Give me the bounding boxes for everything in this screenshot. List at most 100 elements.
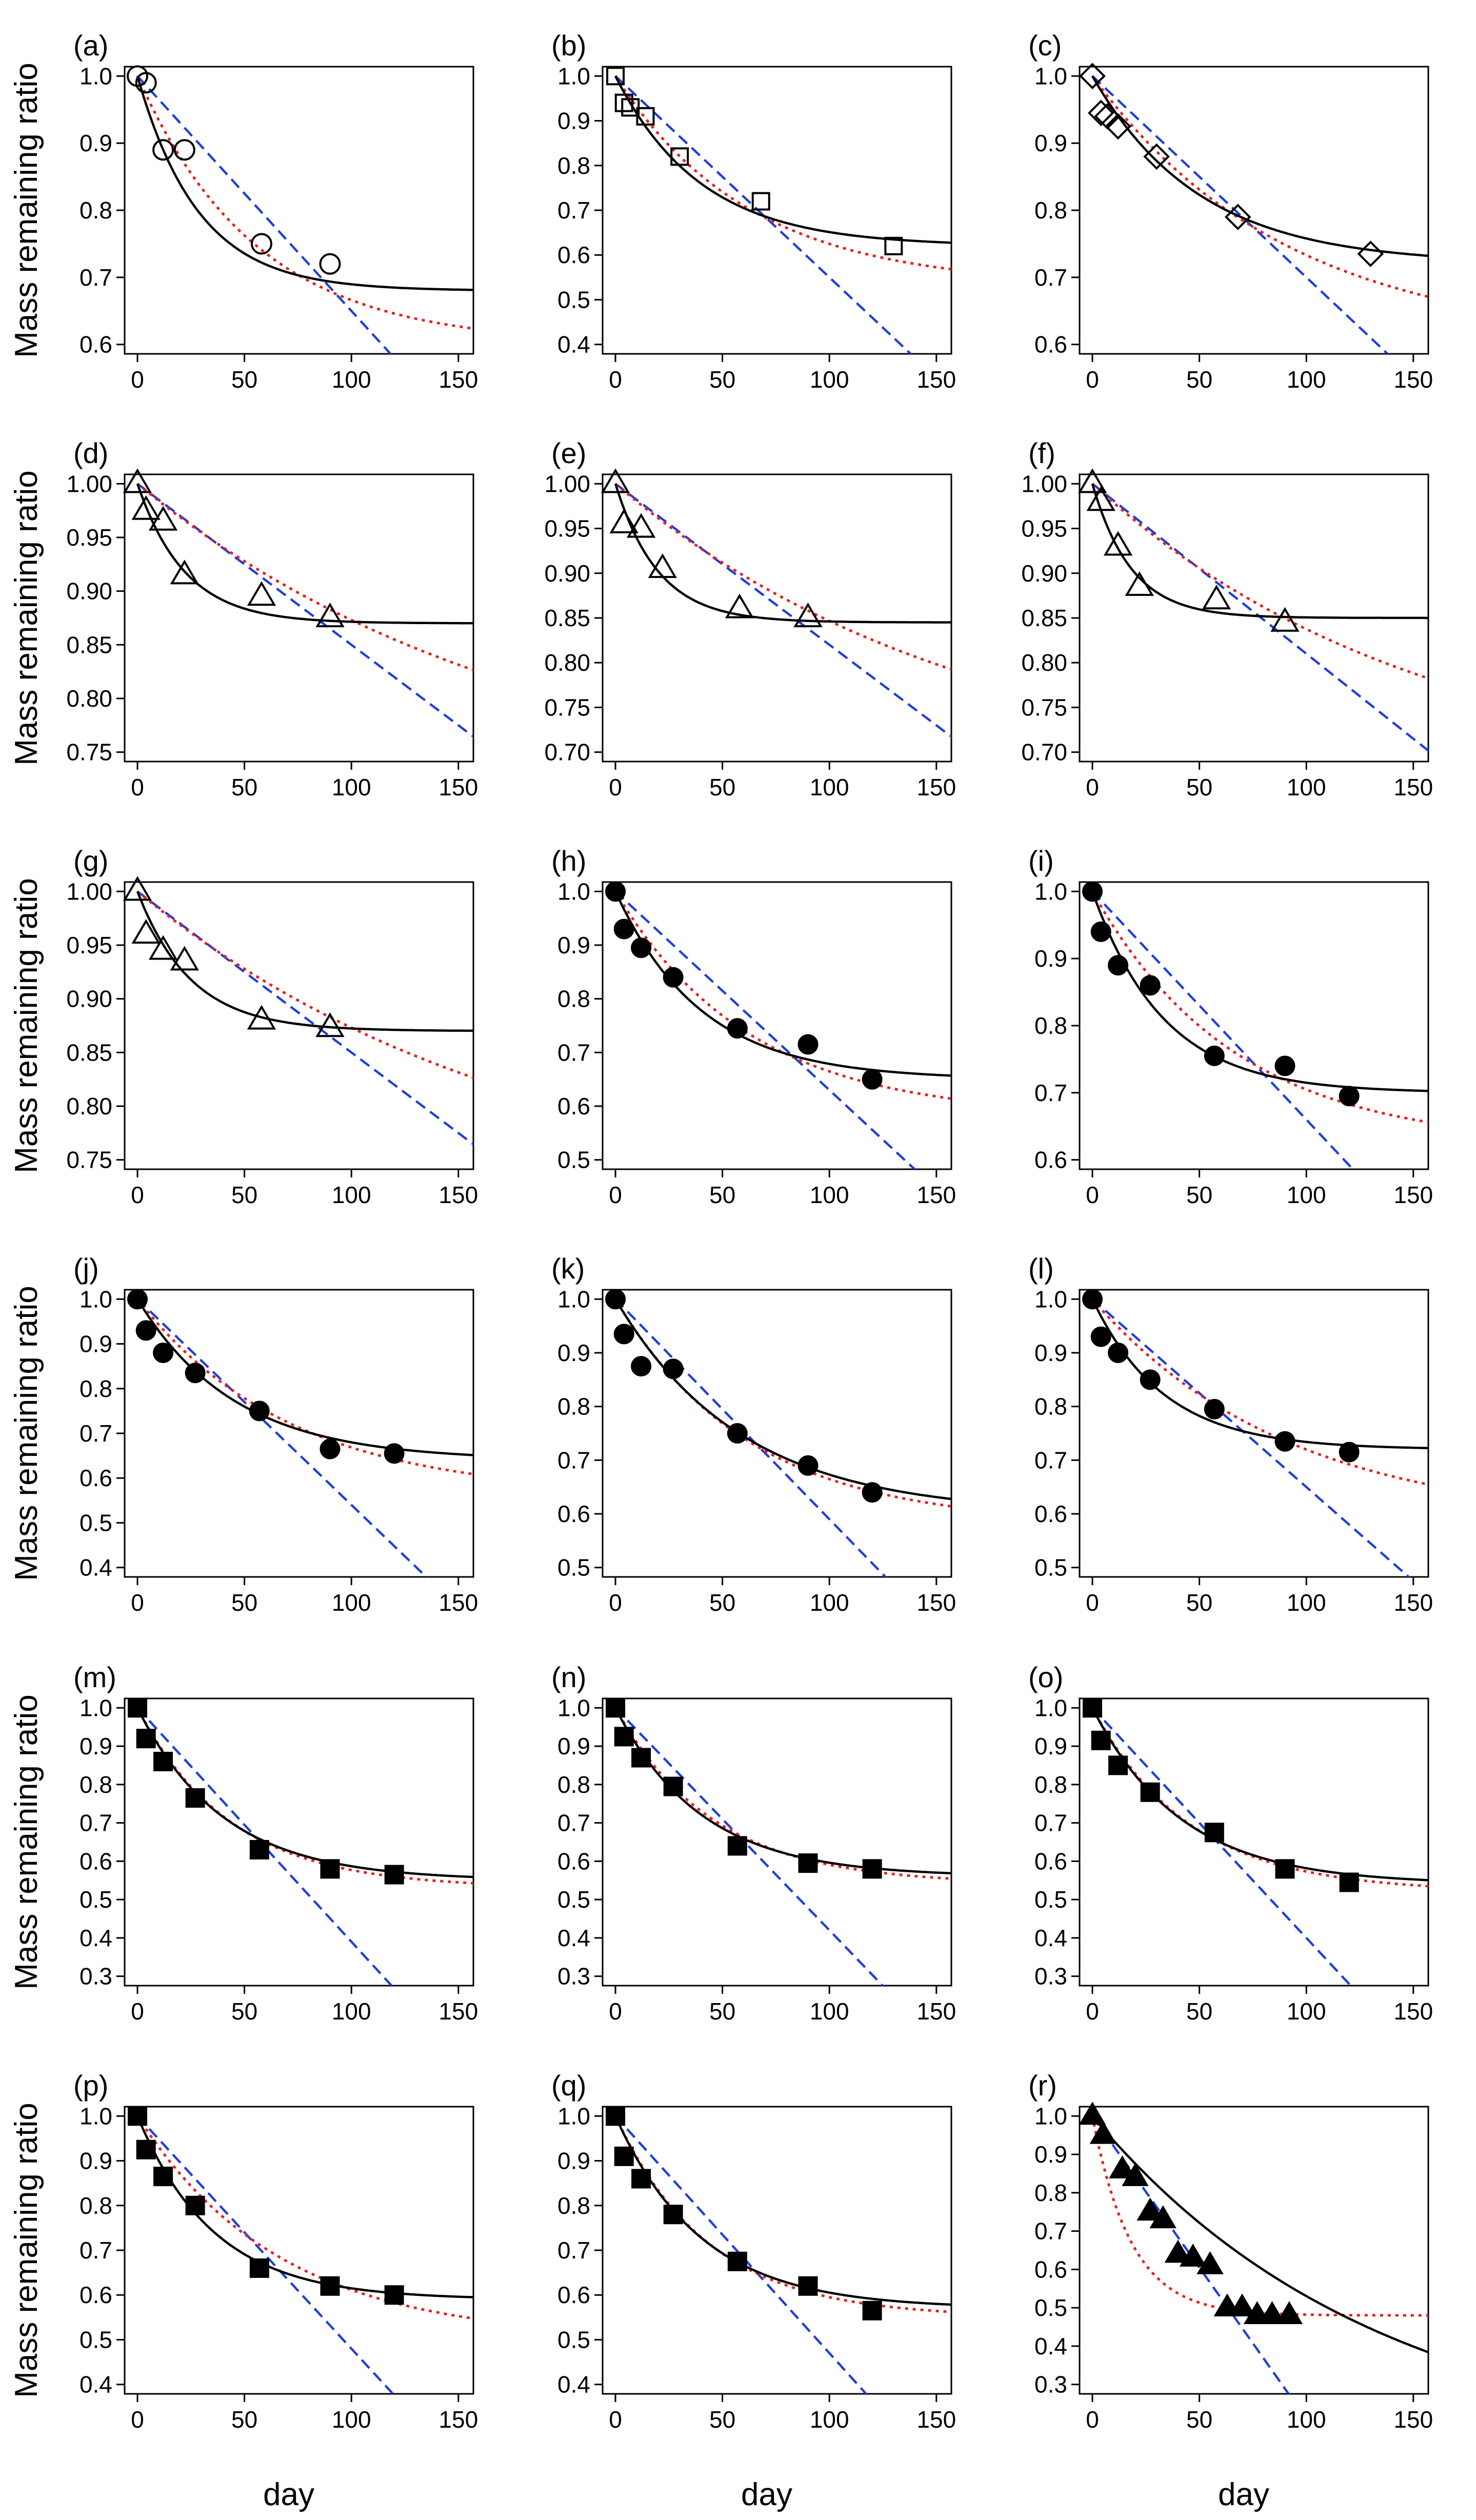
y-tick-label: 0.85 xyxy=(66,631,112,658)
panel-frame-g xyxy=(124,881,474,1170)
x-tick-label: 50 xyxy=(709,2406,735,2433)
x-tick-label: 100 xyxy=(810,1998,849,2025)
y-tick-label: 0.75 xyxy=(544,694,590,721)
y-axis-title: Mass remaining ratio xyxy=(9,878,44,1173)
red-dotted-curve xyxy=(1091,75,1428,298)
data-point xyxy=(727,1836,747,1856)
data-point xyxy=(614,2146,634,2166)
panel-h: 0.5 0.6 0.7 0.8 0.9 1.0 0 50 100 150 (h) xyxy=(551,845,956,1208)
data-point xyxy=(1108,955,1129,976)
x-tick-label: 100 xyxy=(810,774,849,801)
y-tick-label: 0.5 xyxy=(1034,1886,1067,1913)
y-tick-label: 1.0 xyxy=(1034,2103,1067,2129)
y-tick-label: 0.9 xyxy=(79,130,112,156)
y-axis-title: Mass remaining ratio xyxy=(9,470,44,765)
y-tick-label: 0.7 xyxy=(557,1039,590,1066)
y-tick-label: 0.8 xyxy=(557,2192,590,2219)
data-point xyxy=(1087,99,1114,127)
blue-dashed-curve xyxy=(1091,2115,1290,2394)
data-point xyxy=(1086,486,1115,511)
data-point xyxy=(1275,2301,1303,2324)
data-point xyxy=(247,581,276,606)
red-dotted-curve xyxy=(1091,2115,1428,2317)
y-tick-label: 0.7 xyxy=(79,264,112,291)
blue-dashed-curve xyxy=(136,1707,393,1986)
x-tick-label: 150 xyxy=(916,1998,956,2025)
y-tick-label: 0.6 xyxy=(79,1848,112,1874)
x-tick-label: 100 xyxy=(1287,1589,1326,1616)
panel-frame-l xyxy=(1079,1289,1429,1578)
x-tick-label: 0 xyxy=(1086,774,1099,801)
data-point xyxy=(797,1455,819,1476)
y-tick-label: 0.9 xyxy=(557,108,590,134)
y-tick-label: 0.90 xyxy=(66,986,112,1012)
x-tick-label: 0 xyxy=(609,1589,622,1616)
x-tick-label: 100 xyxy=(332,2406,371,2433)
y-tick-label: 0.5 xyxy=(79,1509,112,1536)
data-point xyxy=(1108,1342,1129,1363)
x-tick-label: 0 xyxy=(609,774,622,801)
data-point xyxy=(127,1289,148,1310)
data-point xyxy=(1149,2205,1176,2229)
data-point xyxy=(170,559,200,585)
data-point xyxy=(727,1018,748,1039)
data-point xyxy=(727,1423,748,1444)
x-axis-title: day xyxy=(741,2477,792,2512)
y-tick-label: 0.8 xyxy=(79,1375,112,1402)
x-tick-label: 0 xyxy=(131,774,144,801)
red-dotted-curve xyxy=(1091,1707,1428,1888)
x-tick-label: 50 xyxy=(231,1182,257,1208)
data-point xyxy=(1339,1086,1360,1107)
panel-label-d: (d) xyxy=(73,437,108,469)
blue-dashed-curve xyxy=(136,1298,428,1577)
data-point xyxy=(793,603,823,628)
y-tick-label: 0.7 xyxy=(557,197,590,224)
x-tick-label: 50 xyxy=(231,2406,257,2433)
panel-frame-k xyxy=(602,1289,952,1578)
data-point xyxy=(663,967,684,988)
y-tick-label: 0.7 xyxy=(79,2237,112,2264)
panel-a: 0.6 0.7 0.8 0.9 1.0 0 50 100 150 (a) xyxy=(73,29,478,393)
data-point xyxy=(606,67,625,86)
panel-k: 0.5 0.6 0.7 0.8 0.9 1.0 0 50 100 150 (k) xyxy=(551,1252,956,1616)
data-point xyxy=(751,192,770,211)
y-tick-label: 0.4 xyxy=(79,1554,112,1581)
x-tick-label: 100 xyxy=(1287,1182,1326,1208)
x-tick-label: 100 xyxy=(810,1589,849,1616)
y-tick-label: 0.5 xyxy=(557,2326,590,2353)
curves-r xyxy=(1091,2115,1428,2394)
y-tick-label: 0.9 xyxy=(1034,130,1067,156)
x-tick-label: 50 xyxy=(231,774,257,801)
x-tick-label: 150 xyxy=(438,774,478,801)
data-point xyxy=(128,2106,148,2126)
data-point xyxy=(862,1859,882,1879)
data-point xyxy=(1339,1442,1360,1463)
x-tick-label: 50 xyxy=(709,1589,735,1616)
y-tick-label: 0.6 xyxy=(557,242,590,268)
red-dotted-curve xyxy=(1091,891,1428,1124)
x-tick-label: 150 xyxy=(438,1589,478,1616)
y-tick-label: 0.9 xyxy=(557,1339,590,1366)
data-point xyxy=(250,233,272,255)
x-tick-label: 0 xyxy=(1086,2406,1099,2433)
data-point xyxy=(148,506,178,531)
y-tick-label: 0.8 xyxy=(1034,197,1067,224)
panels-group: 0.60.70.80.91.00 50 100 150(a)0.40.50.60.70… xyxy=(66,29,1433,2433)
data-point xyxy=(1140,975,1161,996)
x-tick-label: 50 xyxy=(1186,1182,1212,1208)
blue-dashed-curve xyxy=(1091,75,1390,354)
y-tick-label: 0.9 xyxy=(557,932,590,958)
data-point xyxy=(798,2276,818,2296)
y-tick-label: 0.5 xyxy=(79,1886,112,1913)
red-dotted-curve xyxy=(614,483,951,671)
y-tick-label: 0.9 xyxy=(1034,2141,1067,2168)
y-tick-label: 0.5 xyxy=(1034,1554,1067,1581)
x-tick-label: 150 xyxy=(1393,366,1433,393)
x-tick-label: 150 xyxy=(438,2406,478,2433)
panel-label-b: (b) xyxy=(551,29,586,62)
data-point xyxy=(601,468,630,493)
x-tick-label: 0 xyxy=(609,2406,622,2433)
x-tick-label: 150 xyxy=(1393,2406,1433,2433)
data-point xyxy=(631,1356,652,1377)
y-tick-label: 0.7 xyxy=(557,2237,590,2264)
